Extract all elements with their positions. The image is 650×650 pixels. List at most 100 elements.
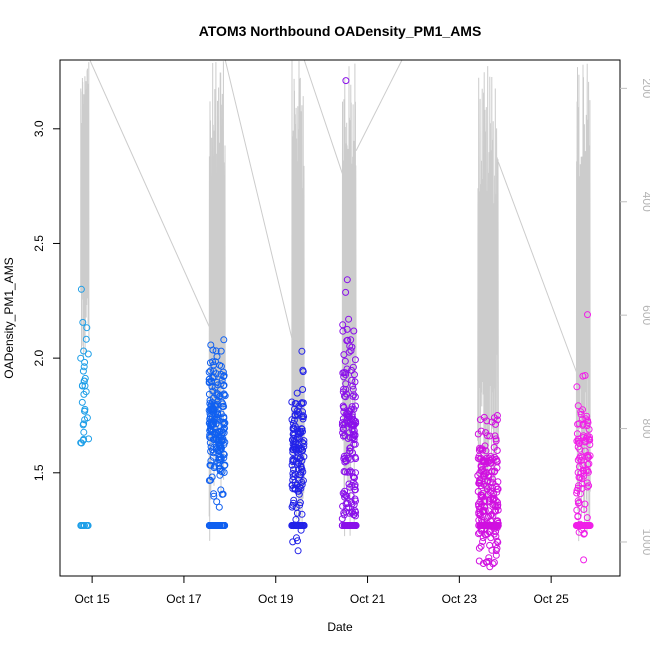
data-point-flight-6	[577, 469, 585, 477]
data-point-flight-5	[488, 546, 496, 554]
data-points	[77, 77, 594, 571]
data-point-flight-5	[476, 416, 484, 424]
data-point-flight-2	[205, 406, 213, 414]
data-point-flight-4	[342, 369, 350, 377]
y-axis: 1.5 2.0 2.5 3.0	[32, 120, 60, 481]
data-point-flight-4	[341, 493, 349, 501]
data-point-flight-4	[346, 433, 354, 441]
data-point-flight-1	[78, 398, 86, 406]
data-point-flight-4	[340, 452, 348, 460]
data-point-flight-4	[352, 508, 360, 516]
data-point-flight-3	[289, 455, 297, 463]
data-point-flight-2	[212, 429, 220, 437]
data-point-flight-5	[489, 496, 497, 504]
data-point-flight-2	[217, 362, 225, 370]
data-point-flight-4	[339, 327, 347, 335]
data-point-flight-4	[344, 414, 352, 422]
data-point-flight-4	[341, 357, 349, 365]
data-point-flight-2	[210, 406, 218, 414]
data-point-flight-4	[345, 407, 353, 415]
data-point-flight-5	[477, 466, 485, 474]
y2-tick-label: 1000	[640, 529, 650, 556]
data-point-flight-2	[206, 522, 214, 529]
data-point-flight-5	[488, 522, 496, 529]
data-point-flight-6	[585, 425, 593, 433]
data-point-flight-4	[352, 455, 360, 463]
y-tick-label: 1.5	[32, 464, 46, 481]
data-point-flight-6	[583, 514, 591, 522]
data-point-flight-2	[220, 462, 228, 470]
data-point-flight-1	[83, 324, 91, 332]
altitude-connector-4	[355, 60, 403, 151]
data-point-flight-6	[573, 489, 581, 497]
data-point-flight-1	[80, 377, 88, 385]
data-point-flight-6	[577, 408, 585, 416]
data-point-flight-4	[342, 522, 350, 529]
data-point-flight-3	[295, 459, 303, 467]
data-point-flight-2	[213, 498, 221, 506]
altitude-connector-2	[224, 60, 293, 338]
data-point-flight-6	[582, 415, 590, 423]
data-point-flight-3	[290, 522, 298, 529]
data-point-flight-2	[209, 387, 217, 395]
data-point-flight-2	[214, 459, 222, 467]
data-point-flight-2	[216, 361, 224, 369]
data-point-flight-5	[485, 483, 493, 491]
data-point-flight-2	[210, 492, 218, 500]
data-point-flight-5	[492, 532, 500, 540]
data-point-flight-2	[217, 486, 225, 494]
data-point-flight-2	[208, 473, 216, 481]
y-tick-label: 2.0	[32, 349, 46, 366]
data-point-flight-5	[493, 522, 501, 529]
x-tick-label: Oct 23	[442, 592, 478, 606]
data-point-flight-3	[289, 470, 297, 477]
data-point-flight-2	[207, 425, 214, 433]
data-point-flight-5	[492, 435, 500, 443]
data-point-flight-1	[81, 407, 88, 415]
data-point-flight-2	[212, 420, 220, 428]
data-point-flight-2	[220, 382, 227, 390]
data-point-flight-6	[574, 420, 582, 428]
data-point-flight-6	[585, 482, 593, 490]
data-point-flight-1	[80, 363, 88, 371]
data-point-flight-3	[288, 503, 296, 511]
data-point-flight-4	[342, 393, 349, 401]
data-point-flight-5	[478, 492, 486, 500]
data-point-flight-6	[583, 483, 591, 491]
data-point-flight-4	[351, 378, 359, 386]
data-point-flight-6	[578, 480, 586, 488]
data-point-flight-4	[339, 502, 347, 510]
data-point-flight-3	[295, 476, 303, 484]
data-point-flight-5	[489, 479, 497, 487]
data-point-flight-6	[584, 311, 591, 319]
data-point-flight-4	[340, 373, 348, 381]
data-point-flight-4	[347, 455, 355, 463]
data-point-flight-6	[586, 436, 594, 444]
data-point-flight-6	[573, 487, 581, 494]
y-tick-label: 2.5	[32, 235, 46, 252]
data-point-flight-6	[573, 383, 581, 391]
data-point-flight-4	[350, 501, 358, 509]
data-point-flight-4	[352, 419, 360, 427]
data-point-flight-2	[205, 368, 213, 376]
data-point-flight-6	[575, 522, 583, 529]
data-point-flight-2	[207, 461, 215, 469]
data-point-flight-3	[289, 473, 297, 481]
data-point-flight-3	[289, 440, 297, 448]
data-point-flight-3	[295, 487, 303, 495]
data-point-flight-4	[340, 491, 348, 498]
data-point-flight-4	[351, 474, 358, 482]
data-point-flight-5	[481, 442, 489, 450]
data-point-flight-2	[209, 358, 217, 366]
data-point-flight-3	[294, 522, 302, 529]
data-point-flight-2	[213, 353, 221, 361]
data-point-flight-5	[475, 479, 483, 487]
data-point-flight-2	[215, 462, 223, 470]
data-point-flight-6	[579, 406, 587, 414]
data-point-flight-4	[345, 315, 353, 323]
data-point-flight-4	[349, 449, 357, 457]
x-axis: Oct 15 Oct 17 Oct 19 Oct 21 Oct 23 Oct 25	[74, 576, 569, 606]
data-point-flight-5	[475, 557, 483, 565]
data-point-flight-2	[212, 358, 219, 366]
